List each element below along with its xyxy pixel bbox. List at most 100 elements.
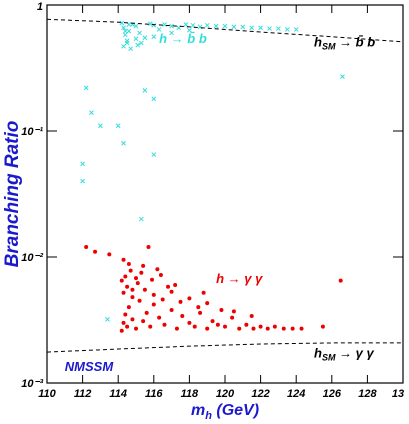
x-tick-label: 126 <box>323 388 342 400</box>
point <box>84 245 89 250</box>
point <box>119 328 124 333</box>
x-tick-label: 114 <box>109 388 127 400</box>
annotation-part: → b̄ b <box>335 34 375 49</box>
annotation-part: NMSSM <box>65 359 115 374</box>
point <box>130 295 135 300</box>
point <box>151 22 157 28</box>
point <box>166 284 171 289</box>
point <box>105 316 110 322</box>
point <box>265 326 270 331</box>
point <box>151 96 157 102</box>
point <box>107 252 112 257</box>
point <box>251 326 256 331</box>
point <box>231 309 236 314</box>
point <box>146 245 151 250</box>
annotation-part: h → b̄ b <box>159 31 207 46</box>
annotation-sub: SM <box>322 352 336 362</box>
annotation: h → b̄ b <box>159 31 207 46</box>
point <box>205 326 210 331</box>
point <box>137 30 142 36</box>
point <box>126 28 132 34</box>
point <box>192 324 197 329</box>
y-tick-label: 1 <box>37 1 43 13</box>
point <box>115 123 121 129</box>
point <box>210 319 215 324</box>
point <box>223 324 227 329</box>
point <box>169 289 174 294</box>
point <box>213 23 219 29</box>
point <box>156 27 162 32</box>
y-tick-label: 10⁻³ <box>21 378 43 390</box>
y-axis-label: Branching Ratio <box>2 121 23 268</box>
point <box>135 42 141 48</box>
point <box>173 282 178 287</box>
point <box>133 23 139 29</box>
point <box>151 34 157 40</box>
point <box>124 40 130 46</box>
point <box>121 43 126 49</box>
sm-curve <box>46 342 403 353</box>
point <box>147 21 153 27</box>
point <box>155 267 160 272</box>
annotation: NMSSM <box>65 359 115 374</box>
point <box>142 35 148 41</box>
point <box>83 85 89 91</box>
point <box>205 301 210 306</box>
point <box>219 307 224 312</box>
x-tick-label: 118 <box>181 388 199 400</box>
point <box>258 25 263 31</box>
annotation-part: → γ γ <box>335 345 374 360</box>
point <box>249 314 254 319</box>
point <box>178 299 183 304</box>
point <box>231 24 237 30</box>
point <box>138 40 144 46</box>
y-tick-label: 10⁻² <box>21 252 43 264</box>
annotation: hSM → b̄ b <box>314 34 375 51</box>
x-tick-label: 116 <box>145 388 163 400</box>
annotation-part: h → γ γ <box>216 271 263 286</box>
point <box>89 110 94 115</box>
point <box>142 88 148 93</box>
point <box>180 314 185 319</box>
x-tick-label: 13 <box>392 388 404 400</box>
point <box>249 25 255 31</box>
point <box>98 123 103 129</box>
point <box>204 22 210 28</box>
sm-curve <box>46 18 404 43</box>
point <box>272 324 277 329</box>
point <box>276 26 281 31</box>
point <box>340 74 345 80</box>
point <box>284 27 290 32</box>
point <box>121 290 126 295</box>
point <box>320 324 325 329</box>
x-axis-label: mh (GeV) <box>191 402 259 422</box>
point <box>135 281 140 286</box>
x-tick-label: 120 <box>216 388 235 400</box>
point <box>121 25 126 31</box>
point <box>160 297 165 302</box>
point <box>281 326 286 331</box>
point <box>299 326 304 331</box>
x-label-part: m <box>191 402 205 419</box>
x-tick-label: 122 <box>251 388 269 400</box>
point <box>230 315 235 320</box>
point <box>290 326 295 331</box>
point <box>162 322 167 327</box>
annotation-part: h <box>314 345 322 360</box>
point <box>267 26 272 31</box>
point <box>197 24 203 30</box>
point <box>130 287 135 292</box>
point <box>157 315 162 320</box>
point <box>134 326 138 331</box>
point <box>134 276 138 281</box>
point <box>201 290 206 295</box>
point <box>158 272 163 277</box>
x-label-part: (GeV) <box>212 402 259 419</box>
point <box>121 320 126 325</box>
point <box>80 178 85 184</box>
point <box>293 27 299 32</box>
point <box>144 310 149 315</box>
point <box>141 319 146 324</box>
point <box>126 261 131 266</box>
